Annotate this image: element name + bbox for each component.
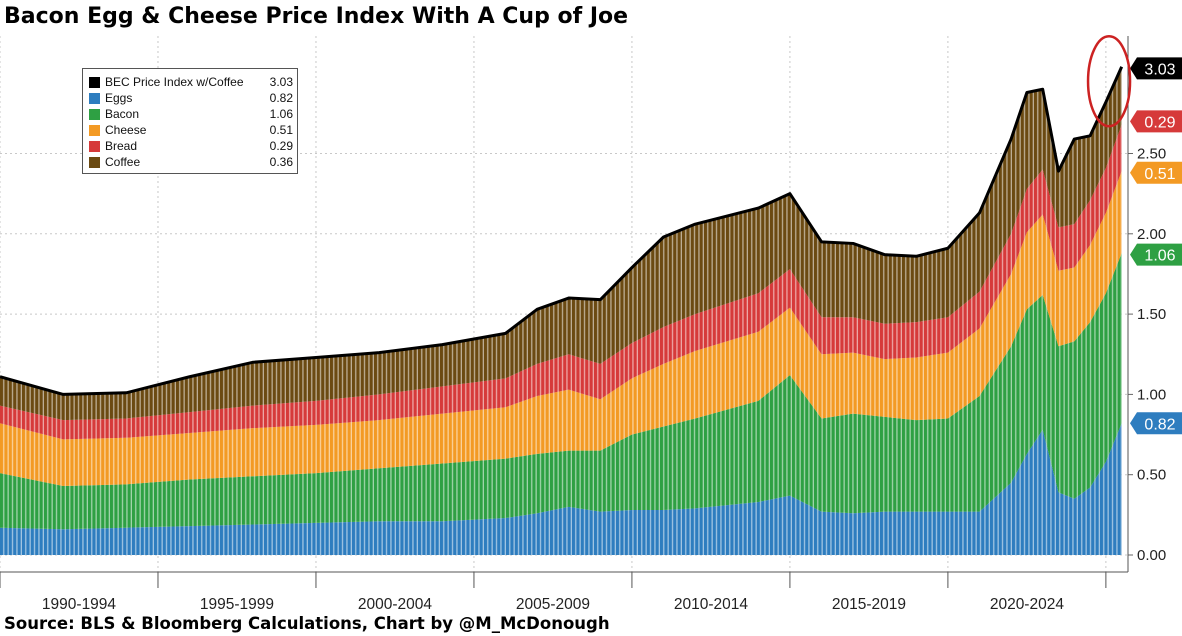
legend-swatch <box>89 108 100 120</box>
y-tick-label: 2.00 <box>1137 226 1166 243</box>
legend-swatch <box>89 156 100 168</box>
legend-swatch <box>89 76 100 88</box>
legend-label: BEC Price Index w/Coffee <box>105 75 244 89</box>
legend-value: 0.29 <box>269 139 293 153</box>
y-tick-label: 1.50 <box>1137 306 1166 323</box>
x-tick-label: 2015-2019 <box>832 596 906 613</box>
legend-item-coffee: Coffee 0.36 <box>89 154 293 170</box>
legend: BEC Price Index w/Coffee 3.03 Eggs 0.82 Baco… <box>82 68 298 174</box>
annotation <box>1086 34 1132 128</box>
legend-swatch <box>89 92 100 104</box>
x-tick-label: 2005-2009 <box>516 596 590 613</box>
y-tick-label: 0.00 <box>1137 547 1166 564</box>
last-value-label-bacon: 1.06 <box>1144 248 1175 265</box>
legend-label: Coffee <box>105 155 141 169</box>
y-tick-label: 1.00 <box>1137 386 1166 403</box>
last-value-badge-bacon <box>1130 243 1182 266</box>
total-series-line <box>0 66 1124 396</box>
y-axis-labels: 0.00 0.50 1.00 1.50 2.00 2.50 <box>1137 146 1166 565</box>
y-tick-label: 2.50 <box>1137 146 1166 163</box>
legend-label: Bread <box>105 139 138 153</box>
x-tick-label: 1990-1994 <box>42 596 117 613</box>
last-value-badge-bread <box>1130 110 1182 133</box>
legend-value: 1.06 <box>269 107 293 121</box>
legend-swatch <box>89 124 100 136</box>
legend-item-eggs: Eggs 0.82 <box>89 90 293 106</box>
last-value-badge-eggs <box>1130 412 1182 435</box>
legend-label: Eggs <box>105 91 133 105</box>
x-axis-labels: 1990-1994 1995-1999 2000-2004 2005-2009 2010… <box>42 596 1064 613</box>
bar-gaps <box>0 66 1122 555</box>
legend-label: Cheese <box>105 123 147 137</box>
legend-label: Bacon <box>105 107 140 121</box>
x-tick-label: 2000-2004 <box>358 596 433 613</box>
x-tick-label: 1995-1999 <box>200 596 274 613</box>
y-tick-label: 0.50 <box>1137 467 1166 484</box>
legend-value: 0.82 <box>269 91 293 105</box>
x-tick-label: 2020-2024 <box>990 596 1065 613</box>
legend-value: 0.51 <box>269 123 293 137</box>
bar-texture <box>0 66 1122 555</box>
last-value-label-eggs: 0.82 <box>1144 416 1175 433</box>
total-line <box>0 66 1124 396</box>
legend-item-bread: Bread 0.29 <box>89 138 293 154</box>
last-value-badge-total <box>1130 57 1182 80</box>
legend-item-total: BEC Price Index w/Coffee 3.03 <box>89 74 293 90</box>
last-value-label-total: 3.03 <box>1144 61 1175 78</box>
legend-swatch <box>89 140 100 152</box>
legend-value: 3.03 <box>269 75 293 89</box>
axes <box>0 36 1133 588</box>
x-tick-label: 2010-2014 <box>674 596 749 613</box>
last-value-label-cheese: 0.51 <box>1144 166 1175 183</box>
legend-value: 0.36 <box>269 155 293 169</box>
chart-title: Bacon Egg & Cheese Price Index With A Cu… <box>4 4 629 29</box>
highlight-circle <box>1086 34 1132 128</box>
legend-item-cheese: Cheese 0.51 <box>89 122 293 138</box>
legend-item-bacon: Bacon 1.06 <box>89 106 293 122</box>
source-note: Source: BLS & Bloomberg Calculations, Ch… <box>4 614 610 633</box>
last-value-labels: 3.03 0.29 0.51 1.06 0.82 <box>1130 57 1182 435</box>
last-value-label-bread: 0.29 <box>1144 114 1175 131</box>
last-value-badge-cheese <box>1130 161 1182 184</box>
